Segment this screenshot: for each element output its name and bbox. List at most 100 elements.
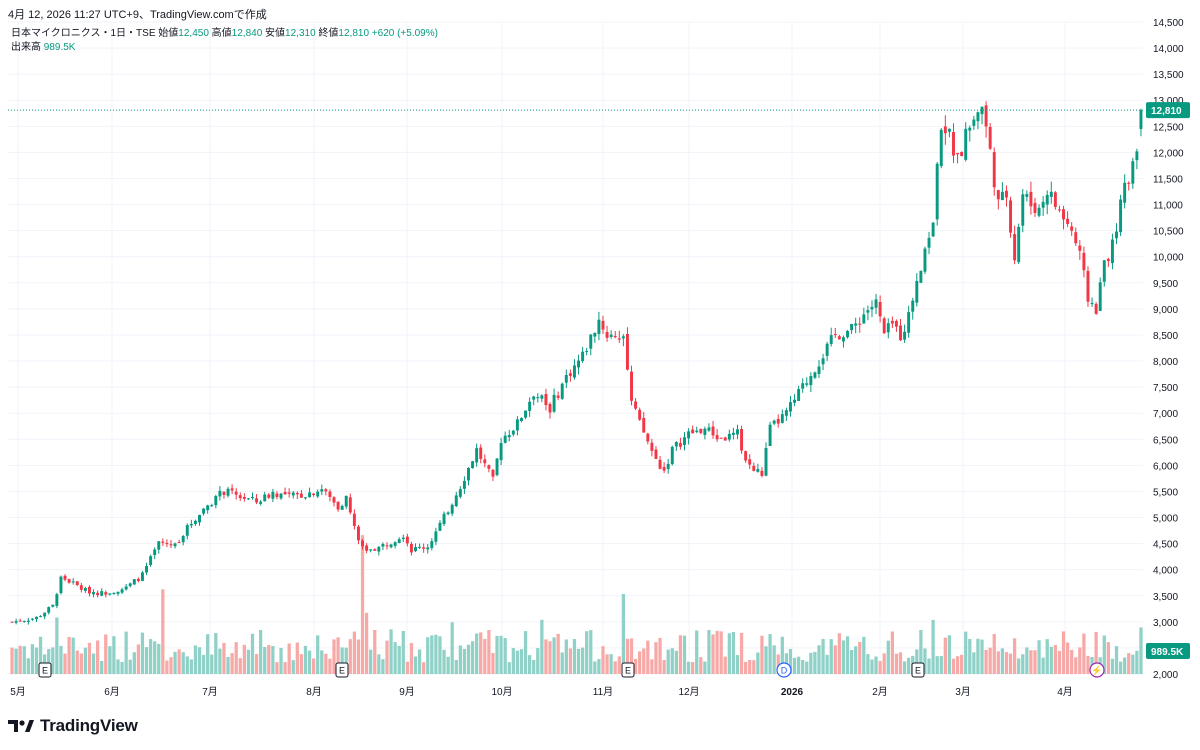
- candle-body: [833, 334, 837, 336]
- y-tick-label: 14,000: [1153, 44, 1184, 55]
- volume-bar: [1123, 657, 1127, 674]
- candle-body: [613, 335, 617, 338]
- event-marker[interactable]: E: [38, 662, 52, 678]
- volume-bar: [226, 656, 230, 674]
- volume-bar: [454, 659, 458, 674]
- volume-bar: [161, 589, 165, 674]
- volume-bar: [1106, 642, 1110, 674]
- volume-bar: [674, 650, 678, 674]
- volume-bar: [609, 654, 613, 674]
- candle-body: [691, 429, 695, 434]
- candle-body: [589, 334, 593, 349]
- volume-bar: [348, 639, 352, 674]
- volume-bar: [299, 654, 304, 674]
- volume-bar: [837, 633, 842, 674]
- volume-bar: [267, 645, 271, 674]
- candle-body: [255, 498, 259, 503]
- candle-body: [805, 383, 809, 385]
- volume-bar: [51, 647, 55, 674]
- candle-body: [1009, 200, 1013, 233]
- volume-label: 989.5K: [1151, 647, 1184, 658]
- candle-body: [564, 374, 568, 383]
- volume-bar: [752, 660, 756, 674]
- time-axis: 5月 6月 7月 8月 9月 10月 11月 12月 2026 2月 3月 4月: [10, 686, 1073, 698]
- volume-bar: [153, 641, 157, 674]
- volume-bar: [939, 655, 943, 674]
- candle-body: [361, 540, 365, 547]
- volume-bar: [874, 656, 878, 674]
- volume-bar: [1049, 646, 1053, 674]
- candle-body: [308, 492, 312, 498]
- event-marker[interactable]: ⚡: [1089, 662, 1105, 678]
- candle-body: [797, 389, 801, 401]
- x-tick-label: 5月: [10, 686, 26, 698]
- candle-body: [71, 581, 75, 583]
- volume-bar: [132, 652, 136, 674]
- earnings-marker-box: [621, 662, 635, 678]
- candle-body: [116, 591, 120, 594]
- volume-bar: [55, 617, 59, 674]
- volume-bar: [201, 654, 206, 674]
- volume-bar: [699, 657, 703, 674]
- volume-bar: [475, 633, 479, 674]
- x-tick-label: 7月: [202, 686, 218, 698]
- volume-bar: [291, 660, 295, 674]
- close-value: 12,810: [338, 28, 370, 39]
- candle-body: [956, 152, 960, 155]
- volume-bar: [1065, 642, 1070, 674]
- candle-body: [1139, 110, 1143, 129]
- volume-bar: [405, 661, 409, 674]
- candle-body: [267, 494, 271, 498]
- candle-body: [674, 442, 678, 447]
- volume-value: 989.5K: [43, 42, 76, 53]
- volume-bar: [519, 649, 524, 674]
- volume-bar: [992, 633, 996, 674]
- volume-bar: [727, 633, 731, 674]
- volume-bar: [450, 622, 454, 674]
- volume-bar: [446, 656, 450, 674]
- candle-body: [772, 420, 776, 424]
- volume-bar: [695, 630, 699, 674]
- chart-grid: [8, 21, 1143, 675]
- volume-bar: [801, 659, 805, 674]
- volume-bar: [193, 645, 198, 674]
- volume-bar: [104, 634, 108, 674]
- x-tick-label: 6月: [104, 686, 120, 698]
- event-marker[interactable]: E: [335, 662, 349, 678]
- candle-body: [960, 152, 964, 157]
- tradingview-logo[interactable]: TradingView: [8, 716, 138, 736]
- candle-body: [369, 549, 373, 551]
- volume-bar: [320, 650, 324, 674]
- volume-bar: [438, 636, 442, 674]
- event-marker-label: E: [339, 666, 345, 676]
- candle-body: [140, 572, 144, 581]
- volume-bar: [662, 660, 666, 674]
- volume-bar: [919, 629, 923, 674]
- volume-bar: [279, 647, 283, 674]
- candle-body: [862, 314, 866, 324]
- event-marker[interactable]: D: [776, 662, 792, 678]
- volume-bar: [739, 632, 744, 674]
- volume-bar: [943, 637, 947, 674]
- candle-body: [707, 427, 711, 431]
- volume-bar: [1029, 650, 1033, 674]
- event-marker[interactable]: E: [911, 662, 925, 678]
- volume-bar: [849, 650, 854, 674]
- candle-body: [935, 163, 939, 220]
- volume-bar: [79, 653, 83, 674]
- volume-bar: [536, 648, 540, 674]
- tradingview-logo-icon: [8, 720, 34, 732]
- candle-body: [609, 334, 613, 337]
- x-tick-label: 3月: [955, 686, 971, 698]
- volume-bar: [642, 648, 646, 674]
- candle-body: [365, 545, 369, 551]
- volume-bar: [328, 658, 332, 674]
- volume-bar: [825, 654, 829, 674]
- candle-body: [992, 152, 996, 188]
- event-marker[interactable]: E: [621, 662, 635, 678]
- candle-body: [479, 447, 483, 459]
- volume-bar: [206, 634, 210, 674]
- volume-bar: [996, 651, 1000, 674]
- volume-bar: [34, 647, 39, 674]
